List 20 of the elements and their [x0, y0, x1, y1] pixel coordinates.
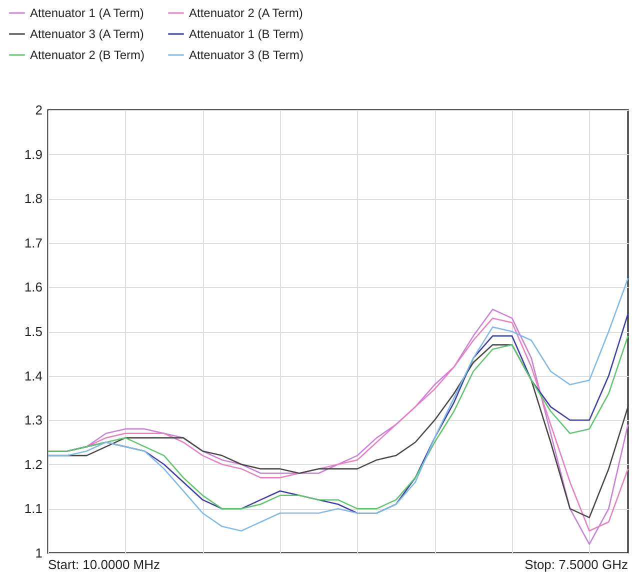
y-tick-label: 1.1	[24, 501, 42, 516]
y-tick-label: 1.6	[24, 280, 42, 295]
y-tick-label: 2	[35, 102, 42, 118]
y-tick-label: 1.4	[24, 368, 42, 384]
y-tick-label: 1.2	[24, 456, 42, 472]
legend-label: Attenuator 2 (B Term)	[30, 48, 144, 62]
y-tick-label: 1.9	[24, 146, 42, 162]
y-tick-label: 1.5	[24, 324, 42, 339]
text: Start: 10.0000 MHz	[48, 557, 160, 572]
legend-label: Attenuator 1 (A Term)	[30, 6, 144, 20]
y-tick-label: 1	[35, 546, 42, 560]
y-tick-label: 1.7	[24, 235, 42, 250]
legend-label: Attenuator 2 (A Term)	[189, 6, 303, 20]
line-series	[47, 278, 629, 532]
y-tick-label: 1.8	[24, 191, 42, 206]
legend-label: Attenuator 1 (B Term)	[189, 27, 304, 41]
y-tick-label: 1.3	[24, 412, 42, 428]
text: Stop: 7.5000 GHz	[524, 557, 628, 572]
legend-label: Attenuator 3 (B Term)	[189, 48, 304, 62]
legend-label: Attenuator 3 (A Term)	[30, 27, 144, 41]
